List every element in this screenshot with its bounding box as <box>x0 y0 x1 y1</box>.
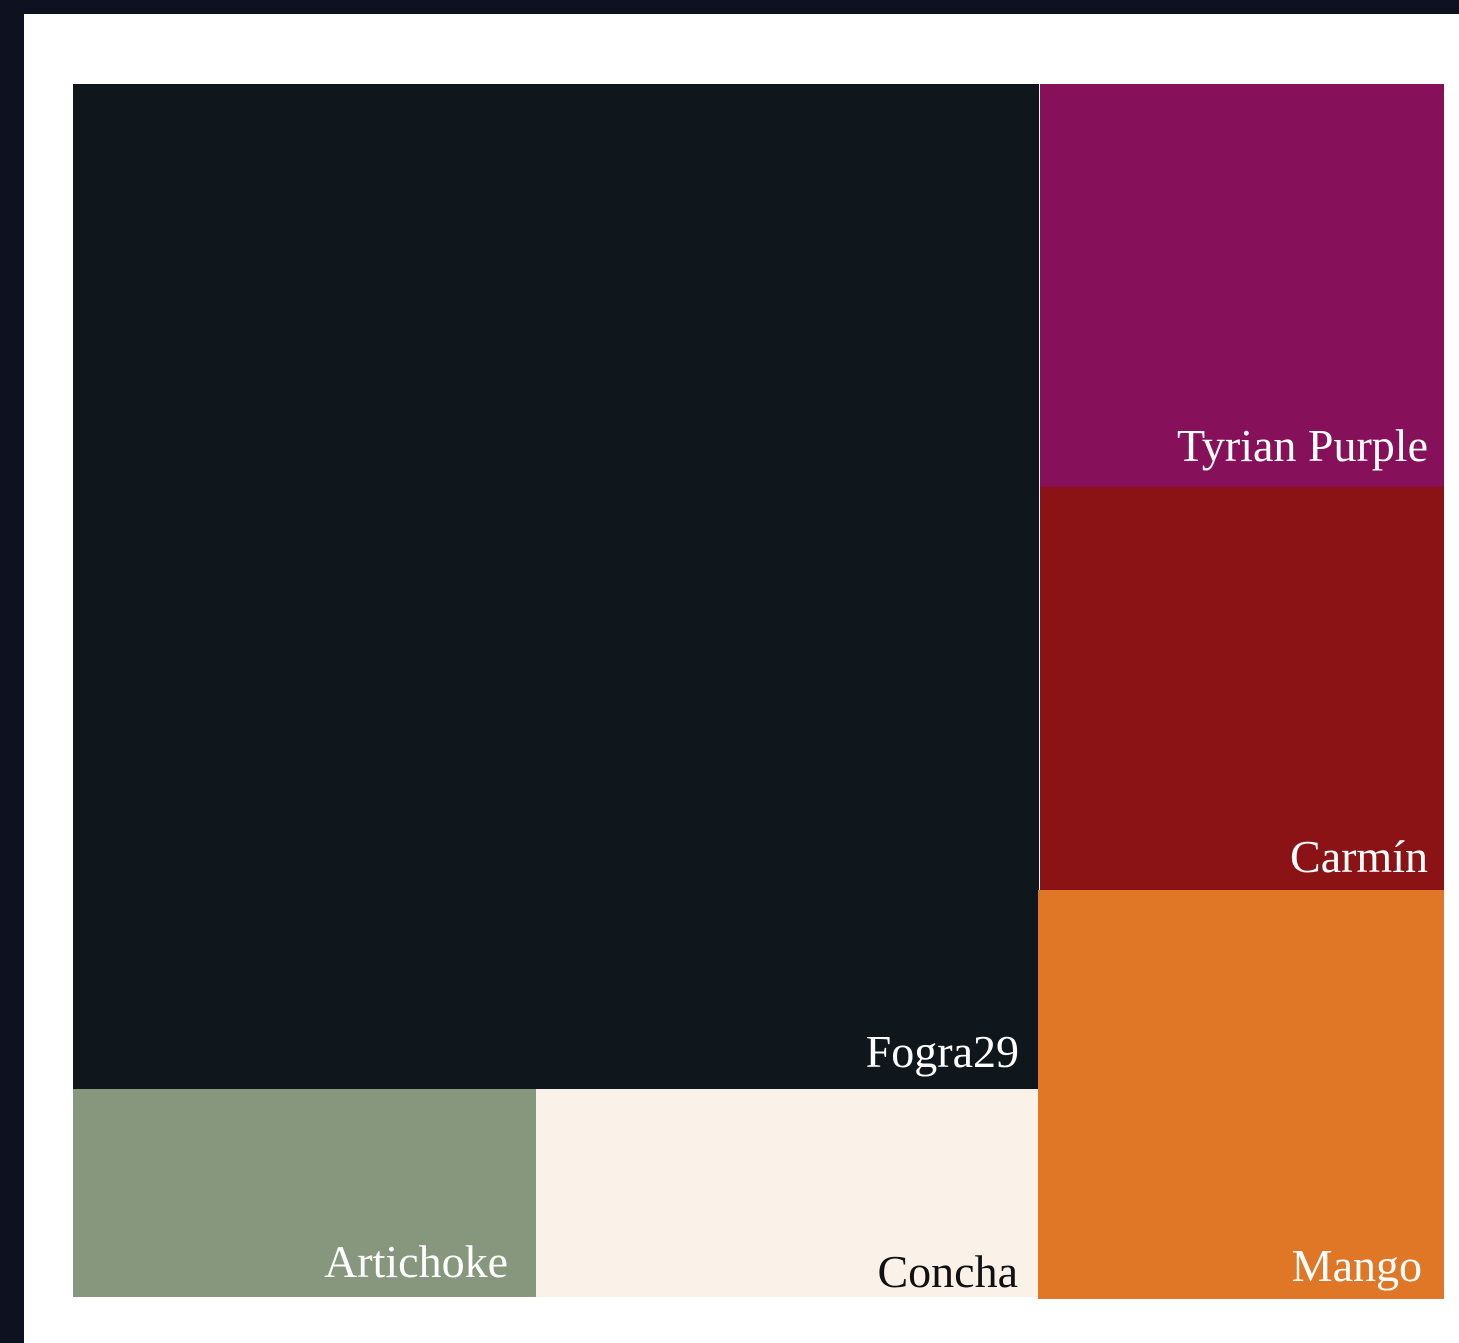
swatch-fogra29: Fogra29 <box>73 84 1039 1089</box>
swatch-label-mango: Mango <box>1291 1240 1422 1291</box>
swatch-label-carmin: Carmín <box>1290 831 1428 882</box>
swatch-label-concha: Concha <box>877 1246 1018 1297</box>
swatch-carmin: Carmín <box>1040 487 1444 890</box>
swatch-label-artichoke: Artichoke <box>324 1236 508 1287</box>
swatch-artichoke: Artichoke <box>73 1089 536 1297</box>
swatch-concha: Concha <box>536 1089 1038 1297</box>
palette-card: Fogra29 Tyrian Purple Carmín Mango Artic… <box>24 14 1459 1343</box>
swatch-label-tyrian-purple: Tyrian Purple <box>1176 420 1428 471</box>
swatch-tyrian-purple: Tyrian Purple <box>1040 84 1444 487</box>
swatch-label-fogra29: Fogra29 <box>865 1026 1019 1077</box>
swatch-mango: Mango <box>1038 890 1444 1299</box>
